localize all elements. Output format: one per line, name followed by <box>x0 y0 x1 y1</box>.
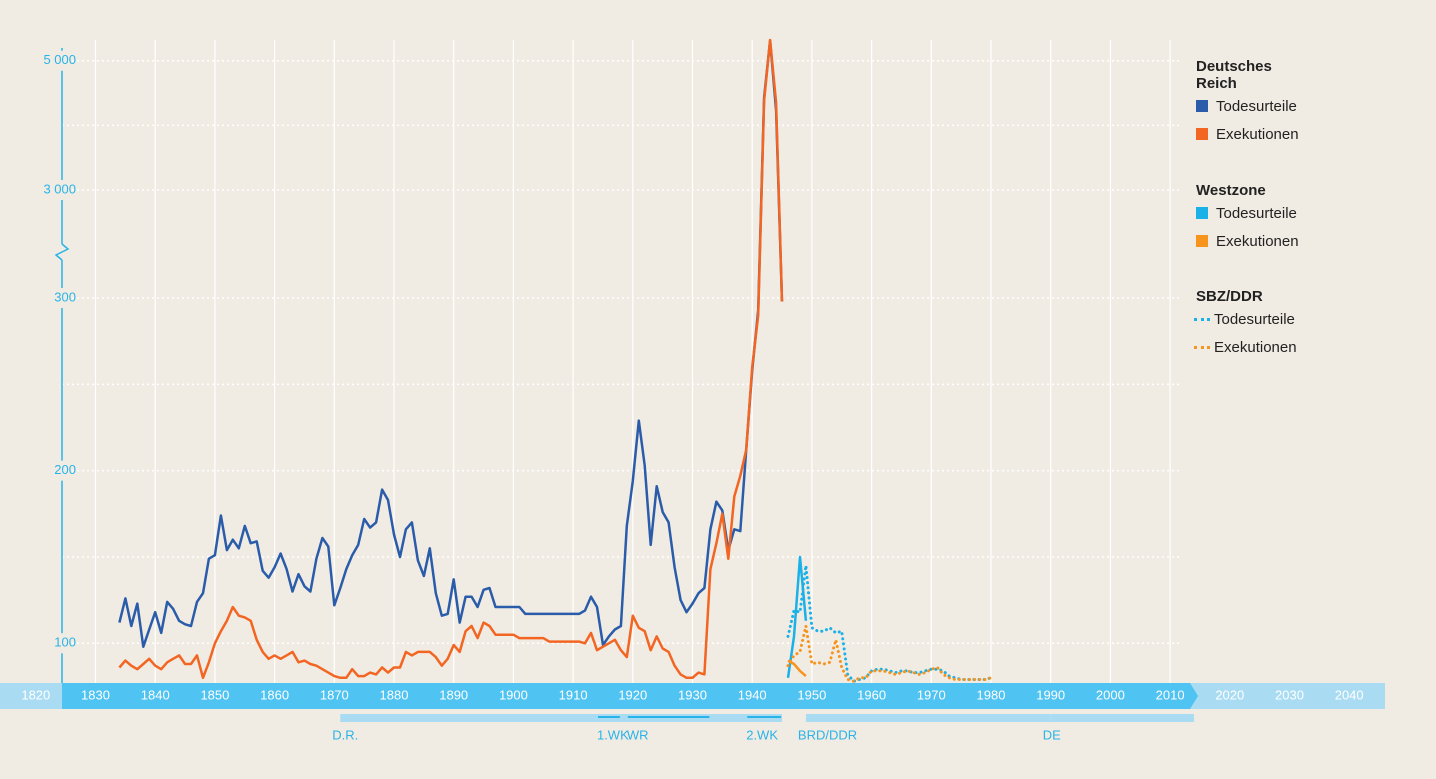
series-line <box>786 564 993 683</box>
x-tick-label: 1940 <box>738 687 767 702</box>
x-tick-label: 1960 <box>857 687 886 702</box>
y-tick-label: 300 <box>54 289 76 304</box>
axis-break <box>54 243 70 261</box>
y-tick-label: 100 <box>54 635 76 650</box>
era-bar <box>1050 714 1194 722</box>
legend-swatch <box>1196 128 1208 140</box>
series-line <box>118 38 784 680</box>
x-tick-label: 2020 <box>1215 687 1244 702</box>
legend-swatch <box>1194 345 1210 349</box>
legend-item: Todesurteile <box>1194 305 1326 333</box>
legend-group: Westzone Todesurteile Exekutionen <box>1196 182 1326 255</box>
legend-group: SBZ/DDR Todesurteile Exekutionen <box>1194 288 1326 361</box>
era-bar <box>805 714 1051 722</box>
sub-era-label: WR <box>627 727 649 742</box>
legend-label: Todesurteile <box>1216 97 1297 115</box>
x-tick-label: 1930 <box>678 687 707 702</box>
x-tick-label: 1870 <box>320 687 349 702</box>
x-tick-label: 1970 <box>917 687 946 702</box>
legend-item: Todesurteile <box>1196 199 1326 227</box>
legend-item: Exekutionen <box>1194 333 1326 361</box>
x-tick-label: 1820 <box>21 687 50 702</box>
era-label: DE <box>1043 727 1061 742</box>
x-tick-label: 2040 <box>1335 687 1364 702</box>
x-tick-label: 2010 <box>1156 687 1185 702</box>
x-tick-label: 1880 <box>380 687 409 702</box>
x-tick-label: 1890 <box>439 687 468 702</box>
era-bar <box>340 714 783 722</box>
legend-label: Exekutionen <box>1214 338 1297 356</box>
x-tick-label: 1990 <box>1036 687 1065 702</box>
era-label: D.R. <box>332 727 358 742</box>
legend-label: Exekutionen <box>1216 232 1299 250</box>
sub-era-label: 1.WK <box>597 727 629 742</box>
legend-item: Todesurteile <box>1196 92 1326 120</box>
x-tick-label: 1830 <box>81 687 110 702</box>
timeline-active <box>62 683 1198 709</box>
x-tick-label: 1950 <box>797 687 826 702</box>
x-tick-label: 1850 <box>200 687 229 702</box>
legend-label: Todesurteile <box>1216 204 1297 222</box>
series-line <box>118 39 784 648</box>
legend-title: SBZ/DDR <box>1196 288 1263 305</box>
legend-group: Deutsches Reich Todesurteile Exekutionen <box>1196 58 1326 148</box>
x-tick-label: 1840 <box>141 687 170 702</box>
legend-item: Exekutionen <box>1196 227 1326 255</box>
legend-label: Todesurteile <box>1214 310 1295 328</box>
legend-title: Deutsches Reich <box>1196 58 1272 92</box>
x-tick-label: 1860 <box>260 687 289 702</box>
x-tick-label: 2000 <box>1096 687 1125 702</box>
legend-item: Exekutionen <box>1196 120 1326 148</box>
y-tick-label: 200 <box>54 462 76 477</box>
x-tick-label: 1980 <box>977 687 1006 702</box>
series-line <box>786 555 808 678</box>
y-tick-label: 3 000 <box>43 181 76 196</box>
x-tick-label: 1900 <box>499 687 528 702</box>
series-line <box>787 659 807 678</box>
legend-swatch <box>1196 235 1208 247</box>
x-tick-label: 1910 <box>559 687 588 702</box>
legend-title: Westzone <box>1196 182 1266 199</box>
legend-swatch <box>1196 207 1208 219</box>
y-tick-label: 5 000 <box>43 52 76 67</box>
x-tick-label: 2030 <box>1275 687 1304 702</box>
legend-label: Exekutionen <box>1216 125 1299 143</box>
era-label: BRD/DDR <box>798 727 857 742</box>
legend-swatch <box>1194 317 1210 321</box>
legend-swatch <box>1196 100 1208 112</box>
series-line <box>786 624 993 683</box>
x-tick-label: 1920 <box>618 687 647 702</box>
sub-era-label: 2.WK <box>746 727 778 742</box>
